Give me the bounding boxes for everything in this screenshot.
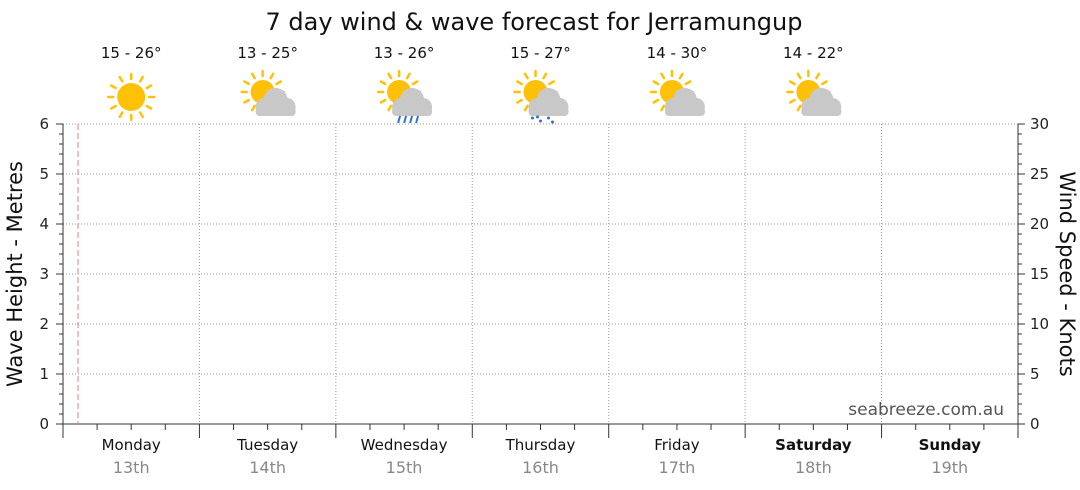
right-tick-label: 5 bbox=[1030, 365, 1040, 383]
day-date: 13th bbox=[113, 458, 150, 477]
left-tick-label: 0 bbox=[39, 415, 49, 433]
right-tick-label: 25 bbox=[1030, 165, 1049, 183]
day-date: 18th bbox=[795, 458, 832, 477]
drizzle-icon bbox=[513, 69, 569, 124]
temp-range: 14 - 22° bbox=[783, 44, 844, 62]
day-date: 19th bbox=[931, 458, 968, 477]
partly-cloudy-icon bbox=[786, 69, 842, 116]
right-axis-label: Wind Speed - Knots bbox=[1055, 171, 1079, 376]
left-tick-label: 2 bbox=[39, 315, 49, 333]
left-axis-label: Wave Height - Metres bbox=[3, 161, 27, 387]
temp-range: 13 - 26° bbox=[374, 44, 435, 62]
temp-range: 13 - 25° bbox=[237, 44, 298, 62]
left-tick-label: 6 bbox=[39, 115, 49, 133]
day-name-tuesday: Tuesday bbox=[236, 436, 298, 454]
partly-cloudy-icon bbox=[649, 69, 705, 116]
sunny-icon bbox=[106, 72, 156, 122]
day-date: 16th bbox=[522, 458, 559, 477]
day-name-sunday: Sunday bbox=[919, 436, 982, 454]
left-tick-label: 3 bbox=[39, 265, 49, 283]
partly-cloudy-icon bbox=[240, 69, 296, 116]
right-tick-label: 0 bbox=[1030, 415, 1040, 433]
day-name-thursday: Thursday bbox=[505, 436, 576, 454]
day-name-wednesday: Wednesday bbox=[361, 436, 448, 454]
watermark: seabreeze.com.au bbox=[848, 400, 1004, 420]
right-tick-label: 30 bbox=[1030, 115, 1049, 133]
day-date: 17th bbox=[659, 458, 696, 477]
right-tick-label: 15 bbox=[1030, 265, 1049, 283]
chart-title: 7 day wind & wave forecast for Jerramung… bbox=[266, 8, 803, 36]
left-tick-label: 5 bbox=[39, 165, 49, 183]
left-tick-label: 4 bbox=[39, 215, 49, 233]
day-date: 15th bbox=[386, 458, 423, 477]
day-name-monday: Monday bbox=[102, 436, 161, 454]
right-tick-label: 10 bbox=[1030, 315, 1049, 333]
left-tick-label: 1 bbox=[39, 365, 49, 383]
temp-range: 15 - 27° bbox=[510, 44, 571, 62]
temp-range: 15 - 26° bbox=[101, 44, 162, 62]
day-date: 14th bbox=[249, 458, 286, 477]
day-name-saturday: Saturday bbox=[775, 436, 852, 454]
right-tick-label: 20 bbox=[1030, 215, 1049, 233]
day-name-friday: Friday bbox=[654, 436, 700, 454]
temp-range: 14 - 30° bbox=[647, 44, 708, 62]
shower-icon bbox=[376, 69, 433, 124]
